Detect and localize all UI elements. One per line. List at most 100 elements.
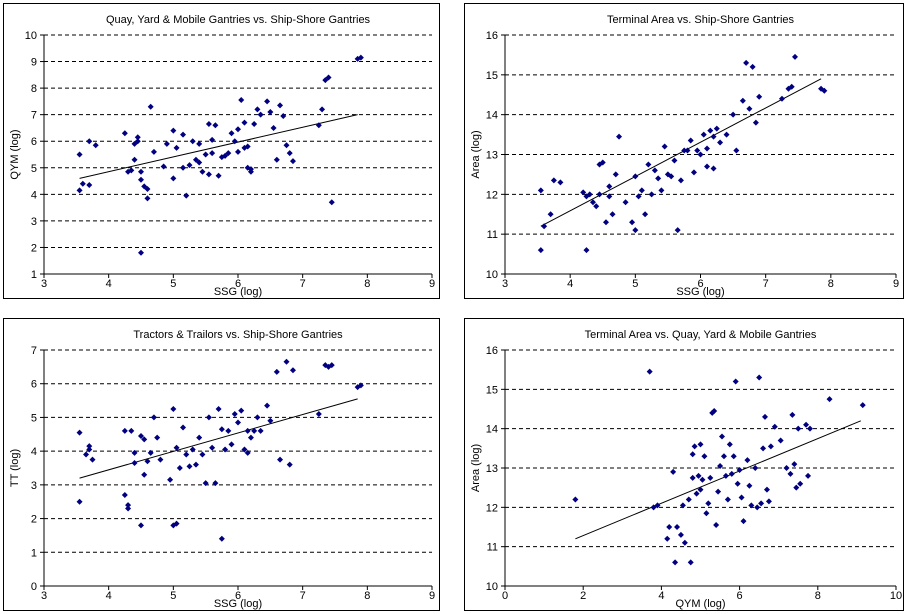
data-point (697, 151, 704, 158)
data-point (697, 486, 704, 493)
data-point (687, 137, 694, 144)
x-tick-label: 3 (41, 278, 47, 290)
data-point (125, 505, 132, 512)
data-point (170, 127, 177, 134)
data-point (264, 98, 271, 105)
data-point (183, 192, 190, 199)
data-point (687, 559, 694, 566)
data-point (218, 426, 225, 433)
data-point (681, 147, 688, 154)
data-point (254, 106, 261, 113)
x-axis-label: SSG (log) (214, 286, 262, 298)
data-point (238, 407, 245, 414)
data-point (738, 494, 745, 501)
data-point (160, 163, 167, 170)
data-point (86, 138, 93, 145)
y-tick-label: 3 (31, 216, 37, 228)
data-point (547, 211, 554, 218)
data-point (632, 227, 639, 234)
chart-panel-4: Terminal Area vs. Quay, Yard & Mobile Ga… (464, 318, 904, 611)
data-point (654, 502, 661, 509)
x-tick-label: 5 (170, 278, 176, 290)
data-point (141, 436, 148, 443)
data-point (583, 247, 590, 254)
data-point (144, 195, 151, 202)
data-point (671, 157, 678, 164)
data-point (225, 150, 232, 157)
y-tick-label: 10 (25, 30, 37, 42)
data-point (788, 83, 795, 90)
x-tick-label: 8 (815, 590, 821, 602)
data-point (572, 496, 579, 503)
data-point (225, 427, 232, 434)
data-point (743, 59, 750, 66)
data-point (141, 471, 148, 478)
y-tick-label: 7 (31, 345, 37, 357)
data-point (218, 535, 225, 542)
x-tick-label: 4 (106, 278, 112, 290)
x-tick-label: 9 (429, 278, 435, 290)
data-point (720, 453, 727, 460)
data-point (134, 138, 141, 145)
y-tick-label: 4 (31, 446, 37, 458)
y-tick-label: 1 (31, 547, 37, 559)
data-point (622, 199, 629, 206)
chart-title: Quay, Yard & Mobile Gantries vs. Ship-Sh… (106, 14, 371, 26)
data-point (724, 496, 731, 503)
data-point (754, 504, 761, 511)
data-point (732, 378, 739, 385)
data-point (596, 161, 603, 168)
data-point (328, 362, 335, 369)
data-point (655, 175, 662, 182)
data-point (661, 143, 668, 150)
data-point (693, 490, 700, 497)
data-point (238, 97, 245, 104)
data-point (357, 54, 364, 61)
data-point (315, 122, 322, 129)
data-point (138, 432, 144, 439)
y-axis-label: TT (log) (9, 449, 21, 487)
data-point (699, 476, 706, 483)
data-point (251, 120, 258, 127)
y-tick-label: 16 (486, 345, 498, 357)
data-point (176, 465, 183, 471)
data-point (736, 466, 743, 473)
data-point (170, 406, 177, 412)
data-point (783, 465, 790, 471)
data-point (180, 164, 187, 171)
data-point (212, 480, 219, 487)
data-point (202, 480, 209, 487)
data-point (315, 411, 322, 418)
x-tick-label: 7 (300, 278, 306, 290)
data-point (125, 502, 132, 509)
x-axis-label: QYM (log) (675, 598, 725, 610)
data-point (666, 524, 673, 530)
data-point (689, 451, 696, 458)
data-point (599, 159, 606, 166)
data-point (251, 427, 258, 434)
data-point (707, 474, 714, 481)
data-point (681, 539, 688, 546)
y-tick-label: 14 (486, 424, 498, 436)
data-point (803, 421, 810, 428)
data-point (277, 456, 284, 463)
data-point (205, 414, 212, 421)
data-point (537, 247, 544, 254)
data-point (710, 133, 717, 140)
data-point (756, 93, 763, 100)
data-point (235, 419, 241, 426)
data-point (150, 414, 157, 421)
x-tick-label: 5 (170, 590, 176, 602)
data-point (144, 458, 151, 465)
data-point (638, 187, 645, 194)
data-point (76, 187, 83, 194)
data-point (270, 124, 277, 131)
trendline (79, 398, 358, 479)
data-point (703, 510, 710, 517)
data-point (677, 531, 684, 538)
data-point (131, 459, 138, 466)
data-point (134, 134, 141, 141)
y-tick-label: 13 (486, 463, 498, 475)
chart-3: Tractors & Trailors vs. Ship-Shore Gantr… (9, 329, 435, 610)
data-point (273, 156, 280, 163)
